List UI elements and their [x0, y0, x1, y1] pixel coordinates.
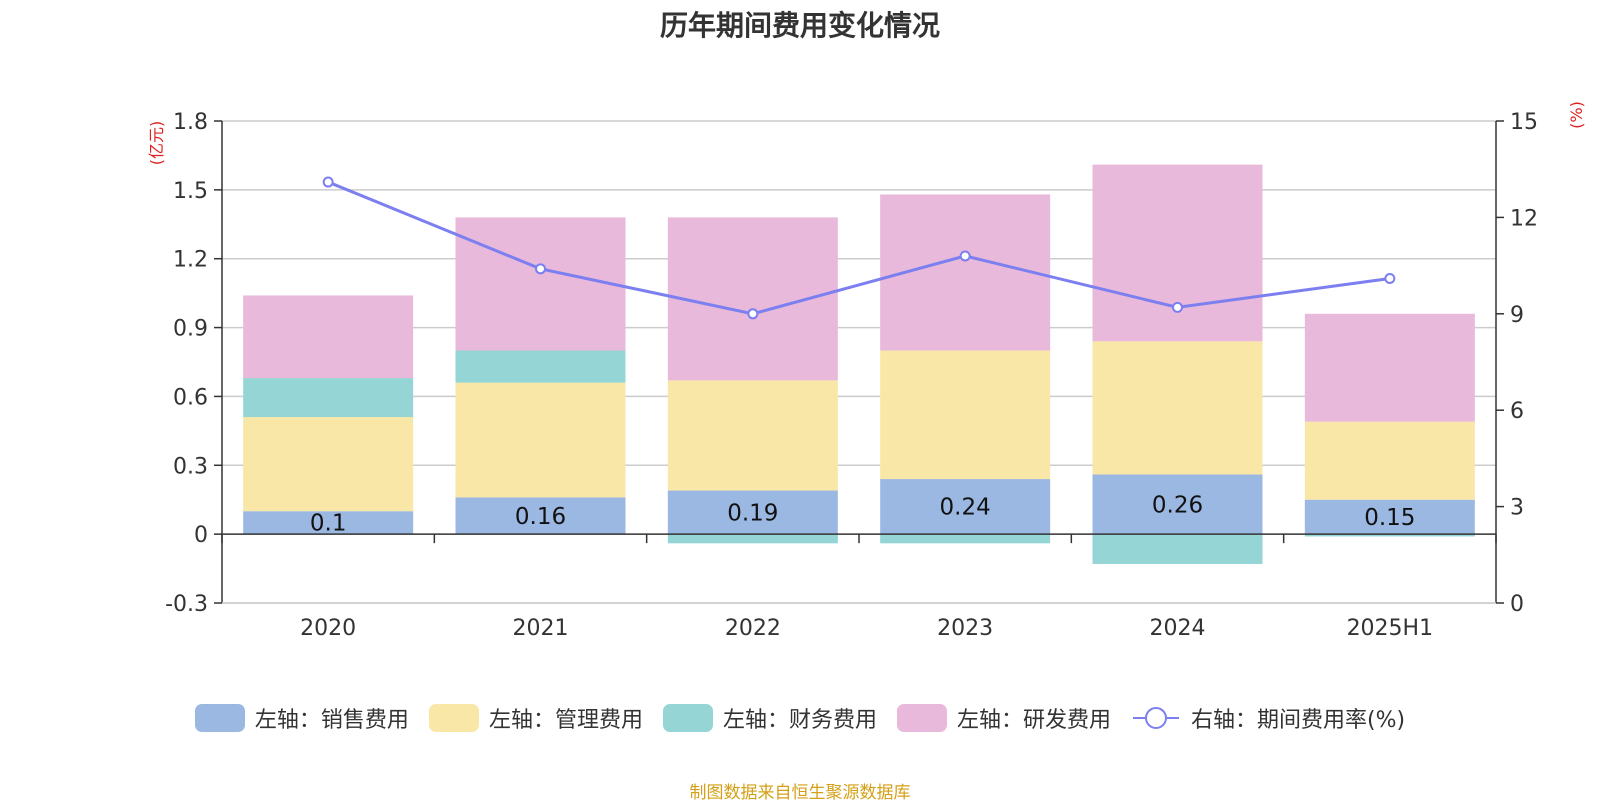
legend-line-marker-icon	[1132, 707, 1179, 729]
bar-data-label: 0.1	[310, 511, 347, 537]
left-axis-tick-label: 1.2	[173, 248, 208, 273]
legend-item[interactable]: 左轴：销售费用	[194, 702, 409, 734]
left-axis-tick-label: 1.8	[173, 110, 208, 135]
data-labels: 0.1 0.16 0.19 0.24 0.26 0.15	[310, 492, 1416, 536]
rate-line-point	[1384, 272, 1396, 284]
bar-data-label: 0.16	[515, 504, 566, 530]
bar-segment	[1092, 341, 1263, 475]
left-axis-tick-label: 1.5	[173, 179, 208, 204]
x-axis-tick-label: 2021	[513, 616, 569, 641]
bar-segment	[667, 380, 838, 491]
x-axis-tick-label: 2022	[725, 616, 781, 641]
legend-label: 左轴：管理费用	[488, 708, 643, 733]
bar-segment	[1092, 474, 1263, 535]
right-axis-tick-label: 15	[1510, 110, 1538, 135]
bar-segment	[1304, 499, 1475, 535]
legend-label: 右轴：期间费用率(%)	[1190, 708, 1406, 733]
legend-label: 左轴：研发费用	[956, 708, 1111, 733]
bar-data-label: 0.24	[940, 495, 991, 521]
left-axis-tick-label: -0.3	[165, 592, 208, 617]
bar-segment	[1092, 534, 1263, 564]
bar-data-label: 0.19	[727, 500, 778, 526]
left-axis-tick-label: 0.9	[173, 317, 208, 342]
left-axis-tick-label: 0.6	[173, 385, 208, 410]
left-axis-tick-label: 0.3	[173, 454, 208, 479]
bar-segment	[880, 479, 1051, 535]
bars	[243, 164, 1475, 564]
bar-data-label: 0.26	[1152, 492, 1203, 518]
bar-segment	[455, 497, 626, 535]
legend-item[interactable]: 左轴：管理费用	[428, 702, 643, 734]
rate-line-path	[327, 180, 1391, 316]
rate-line-point	[747, 308, 759, 320]
left-axis-unit: (亿元)	[147, 121, 166, 166]
legend-label: 左轴：销售费用	[254, 708, 409, 733]
bar-segment	[1092, 164, 1263, 342]
left-axis-tick-label: 0	[194, 523, 208, 548]
legend-swatch	[428, 704, 479, 732]
bar-segment	[243, 295, 414, 379]
bar-segment	[455, 350, 626, 383]
x-axis-tick-label: 2025H1	[1347, 616, 1434, 641]
legend-item[interactable]: 右轴：期间费用率(%)	[1131, 702, 1405, 734]
legend-swatch	[194, 704, 245, 732]
chart-title: 历年期间费用变化情况	[659, 9, 940, 42]
rate-line-point	[959, 250, 971, 262]
source-note: 制图数据来自恒生聚源数据库	[689, 783, 911, 803]
bar-segment	[243, 417, 414, 512]
legend-item[interactable]: 左轴：研发费用	[896, 702, 1111, 734]
x-axis-tick-label: 2020	[300, 616, 356, 641]
legend: 左轴：销售费用 左轴：管理费用 左轴：财务费用 左轴：研发费用 右轴：期间费用率(%)	[0, 702, 1600, 734]
rate-line-point	[1172, 301, 1183, 313]
right-axis-unit: (%)	[1567, 101, 1586, 129]
x-axis-tick-label: 2023	[937, 616, 993, 641]
legend-label: 左轴：财务费用	[722, 708, 877, 733]
bar-segment	[1304, 313, 1475, 422]
bar-segment	[880, 350, 1051, 480]
chart-plot: -0.3 0 0.3 0.6 0.9 1.2 1.5 1.8 0 3 6 9 12 15 2020 2021 2…	[147, 101, 1586, 641]
bar-segment	[455, 382, 626, 498]
rate-line-point	[535, 263, 546, 275]
bar-segment	[667, 490, 838, 535]
bar-segment	[1304, 421, 1475, 500]
bar-segment	[667, 534, 838, 544]
axes: -0.3 0 0.3 0.6 0.9 1.2 1.5 1.8 0 3 6 9 12 15 2020 2021 2…	[165, 110, 1538, 641]
rate-line	[322, 176, 1396, 320]
bar-segment	[1304, 534, 1475, 537]
rate-line-point	[322, 176, 334, 188]
legend-item[interactable]: 左轴：财务费用	[662, 702, 877, 734]
right-axis-tick-label: 12	[1510, 206, 1538, 231]
bar-data-label: 0.15	[1364, 505, 1415, 531]
right-axis-tick-label: 0	[1510, 592, 1524, 617]
legend-swatch	[896, 704, 947, 732]
bar-segment	[243, 378, 414, 418]
legend-swatch	[662, 704, 713, 732]
right-axis-tick-label: 6	[1510, 399, 1524, 424]
bar-segment	[243, 511, 414, 535]
right-axis-tick-label: 9	[1510, 303, 1524, 328]
bar-segment	[455, 217, 626, 351]
x-axis-tick-label: 2024	[1150, 616, 1206, 641]
right-axis-tick-label: 3	[1510, 496, 1524, 521]
bar-segment	[880, 534, 1051, 544]
